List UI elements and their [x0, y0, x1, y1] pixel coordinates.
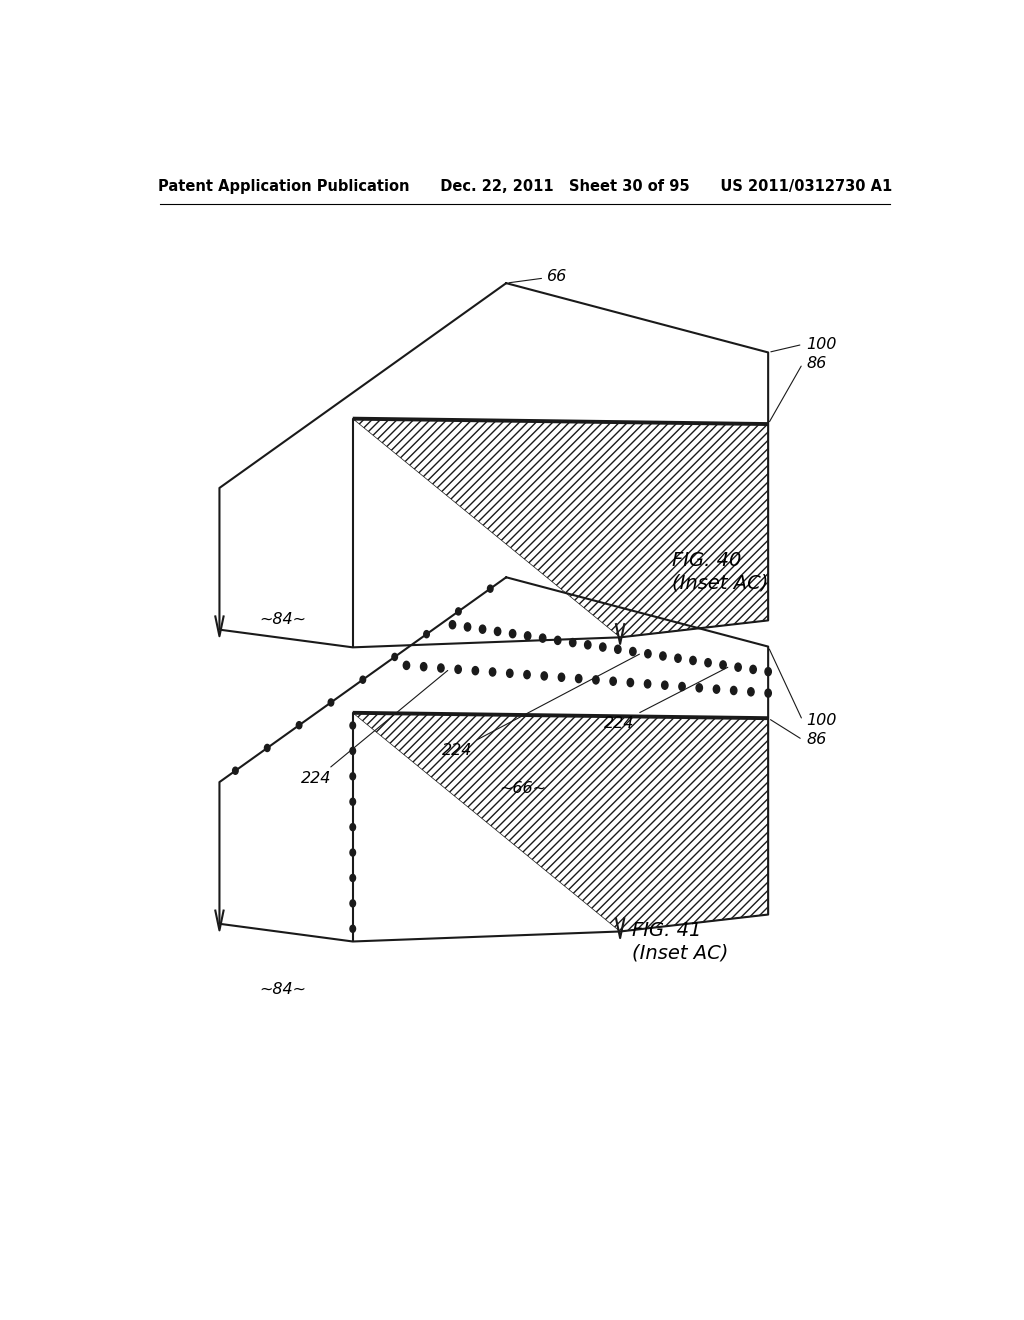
Circle shape: [614, 645, 621, 653]
Circle shape: [630, 648, 636, 656]
Circle shape: [593, 676, 599, 684]
Circle shape: [403, 661, 410, 669]
Circle shape: [350, 772, 355, 780]
Circle shape: [350, 925, 355, 932]
Circle shape: [569, 639, 575, 647]
Circle shape: [472, 667, 478, 675]
Circle shape: [479, 626, 485, 634]
Circle shape: [450, 620, 456, 628]
Circle shape: [610, 677, 616, 685]
Text: 224: 224: [604, 668, 728, 730]
Circle shape: [644, 680, 651, 688]
Circle shape: [350, 900, 355, 907]
Circle shape: [495, 627, 501, 635]
Circle shape: [524, 632, 530, 640]
Circle shape: [524, 671, 530, 678]
Circle shape: [730, 686, 737, 694]
Circle shape: [705, 659, 712, 667]
Text: 100: 100: [807, 337, 837, 352]
Circle shape: [735, 663, 741, 672]
Text: 100: 100: [807, 713, 837, 727]
Circle shape: [720, 661, 726, 669]
Circle shape: [350, 799, 355, 805]
Text: (Inset AC): (Inset AC): [672, 574, 768, 593]
Circle shape: [507, 669, 513, 677]
Circle shape: [585, 640, 591, 649]
Circle shape: [765, 689, 771, 697]
Circle shape: [696, 684, 702, 692]
Text: FIG. 41: FIG. 41: [632, 921, 701, 940]
Circle shape: [424, 631, 429, 638]
Circle shape: [600, 643, 606, 651]
Text: (Inset AC): (Inset AC): [632, 944, 728, 962]
Circle shape: [232, 767, 239, 775]
Text: 224: 224: [441, 655, 639, 758]
Circle shape: [627, 678, 634, 686]
Text: 86: 86: [807, 733, 826, 747]
Circle shape: [748, 688, 754, 696]
Text: ~66~: ~66~: [500, 781, 547, 796]
Circle shape: [714, 685, 720, 693]
Circle shape: [690, 656, 696, 664]
Circle shape: [421, 663, 427, 671]
Circle shape: [350, 747, 355, 755]
Circle shape: [350, 824, 355, 830]
Circle shape: [765, 668, 771, 676]
Text: 224: 224: [301, 671, 447, 787]
Circle shape: [360, 676, 366, 684]
Circle shape: [437, 664, 444, 672]
Circle shape: [558, 673, 564, 681]
Circle shape: [264, 744, 270, 751]
Circle shape: [296, 722, 302, 729]
Circle shape: [675, 655, 681, 663]
Text: ~84~: ~84~: [259, 612, 306, 627]
Circle shape: [455, 665, 461, 673]
Circle shape: [510, 630, 516, 638]
Circle shape: [575, 675, 582, 682]
Circle shape: [350, 874, 355, 882]
Text: 66: 66: [509, 269, 567, 284]
Circle shape: [540, 634, 546, 643]
Circle shape: [541, 672, 548, 680]
Text: ~84~: ~84~: [259, 982, 306, 998]
Circle shape: [487, 585, 493, 593]
Circle shape: [350, 849, 355, 857]
Circle shape: [750, 665, 757, 673]
Circle shape: [328, 698, 334, 706]
Circle shape: [392, 653, 397, 660]
Circle shape: [350, 722, 355, 729]
Circle shape: [659, 652, 666, 660]
Circle shape: [489, 668, 496, 676]
Circle shape: [456, 607, 461, 615]
Circle shape: [679, 682, 685, 690]
Text: Patent Application Publication      Dec. 22, 2011   Sheet 30 of 95      US 2011/: Patent Application Publication Dec. 22, …: [158, 180, 892, 194]
Circle shape: [662, 681, 668, 689]
Circle shape: [645, 649, 651, 657]
Circle shape: [555, 636, 561, 644]
Circle shape: [464, 623, 471, 631]
Text: 86: 86: [807, 356, 826, 371]
Text: FIG. 40: FIG. 40: [672, 552, 741, 570]
